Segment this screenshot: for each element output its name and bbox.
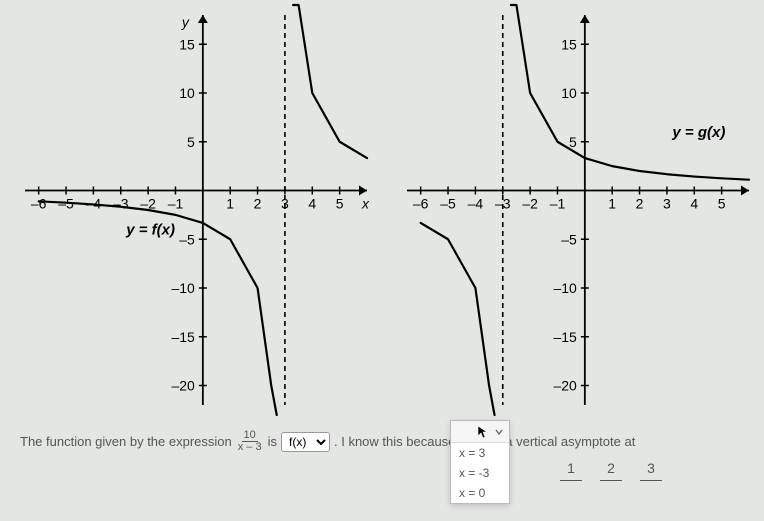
svg-text:–20: –20	[171, 378, 195, 394]
svg-text:–5: –5	[561, 231, 577, 247]
svg-text:–6: –6	[31, 196, 47, 212]
svg-text:4: 4	[308, 196, 316, 212]
svg-text:15: 15	[561, 36, 577, 52]
question-area: The function given by the expression 10 …	[0, 420, 764, 463]
graph-left: –6–5–4–3–2–112345–20–15–10–551015xyy = f…	[0, 0, 382, 420]
svg-text:10: 10	[179, 85, 195, 101]
dropdown-option[interactable]: x = 0	[451, 483, 509, 503]
svg-text:2: 2	[636, 196, 644, 212]
graph-left-svg: –6–5–4–3–2–112345–20–15–10–551015xyy = f…	[0, 0, 382, 420]
svg-text:5: 5	[718, 196, 726, 212]
svg-text:–1: –1	[550, 196, 566, 212]
cursor-icon	[477, 425, 489, 439]
chevron-down-icon	[495, 427, 503, 437]
page-number[interactable]: 1	[560, 458, 582, 478]
svg-text:y = f(x): y = f(x)	[125, 221, 175, 238]
asymptote-dropdown[interactable]: x = 3x = -3x = 0	[450, 420, 510, 504]
function-select[interactable]: f(x)g(x)	[281, 432, 330, 452]
svg-text:–6: –6	[413, 196, 429, 212]
svg-text:3: 3	[663, 196, 671, 212]
svg-text:–10: –10	[553, 280, 577, 296]
page-underline	[600, 480, 622, 481]
svg-text:–10: –10	[171, 280, 195, 296]
svg-text:–15: –15	[553, 329, 577, 345]
svg-text:–20: –20	[553, 378, 577, 394]
svg-text:10: 10	[561, 85, 577, 101]
svg-text:2: 2	[254, 196, 262, 212]
question-line: The function given by the expression 10 …	[20, 430, 744, 453]
question-prefix: The function given by the expression	[20, 434, 232, 449]
svg-text:5: 5	[187, 134, 195, 150]
pager: 123	[560, 458, 662, 481]
svg-text:y = g(x): y = g(x)	[671, 124, 725, 141]
svg-text:–4: –4	[468, 196, 484, 212]
question-middle: is	[268, 434, 277, 449]
dropdown-option[interactable]: x = 3	[451, 443, 509, 463]
svg-text:5: 5	[569, 134, 577, 150]
svg-text:4: 4	[690, 196, 698, 212]
page-number[interactable]: 3	[640, 458, 662, 478]
svg-text:1: 1	[226, 196, 234, 212]
page-underline	[560, 480, 582, 481]
svg-text:–1: –1	[168, 196, 184, 212]
dropdown-option[interactable]: x = -3	[451, 463, 509, 483]
svg-text:5: 5	[336, 196, 344, 212]
graphs-container: –6–5–4–3–2–112345–20–15–10–551015xyy = f…	[0, 0, 764, 420]
svg-text:x: x	[361, 196, 370, 212]
svg-text:–2: –2	[522, 196, 538, 212]
svg-text:1: 1	[608, 196, 616, 212]
svg-text:15: 15	[179, 36, 195, 52]
page-number[interactable]: 2	[600, 458, 622, 478]
svg-text:–3: –3	[113, 196, 129, 212]
dropdown-header[interactable]	[451, 421, 509, 443]
svg-text:–5: –5	[440, 196, 456, 212]
svg-text:y: y	[181, 14, 190, 30]
svg-text:–15: –15	[171, 329, 195, 345]
dropdown-options: x = 3x = -3x = 0	[451, 443, 509, 503]
svg-text:–5: –5	[179, 231, 195, 247]
expression-fraction: 10 x – 3	[236, 430, 264, 453]
graph-right-svg: –6–5–4–3–2–112345–20–15–10–551015y = g(x…	[382, 0, 764, 420]
page-underline	[640, 480, 662, 481]
graph-right: –6–5–4–3–2–112345–20–15–10–551015y = g(x…	[382, 0, 764, 420]
fraction-denominator: x – 3	[236, 442, 264, 453]
